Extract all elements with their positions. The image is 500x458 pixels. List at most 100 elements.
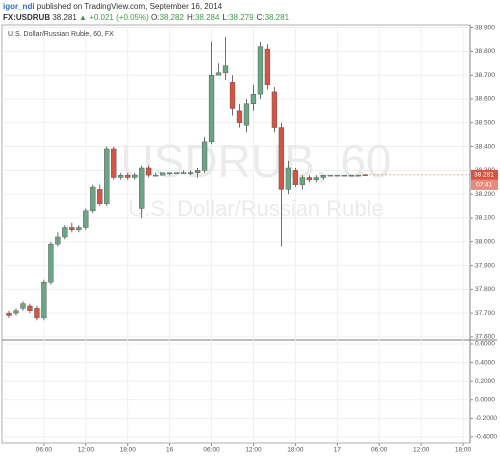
candle-body	[13, 310, 19, 314]
field-label: C:	[256, 13, 265, 22]
y-tick-label: 37.900	[475, 262, 495, 269]
candle-body	[355, 174, 361, 177]
chart-title: U.S. Dollar/Russian Ruble, 60, FX	[8, 31, 114, 38]
candle-body	[69, 227, 75, 231]
y-tick-label: 0.2000	[475, 378, 495, 385]
y-tick-label: 37.700	[475, 310, 495, 317]
x-tick-label: 06:00	[371, 447, 388, 454]
candle-body	[250, 94, 257, 104]
y-tick-label: 38.800	[475, 48, 495, 55]
candle-body	[48, 243, 54, 283]
y-tick-label: -0.2000	[475, 415, 497, 422]
y-tick-label: 37.800	[475, 286, 495, 293]
x-tick-label: 06:00	[203, 447, 220, 454]
candle-body	[55, 236, 61, 245]
candle-body	[180, 172, 187, 174]
candle-body	[348, 174, 354, 177]
countdown-box	[471, 179, 498, 190]
candle-body	[83, 210, 89, 228]
change: ▲ +0.021 (+0.05%)	[79, 13, 149, 22]
candle-body	[208, 75, 215, 143]
candle-body	[173, 172, 180, 174]
x-tick-label: 12:00	[78, 447, 95, 454]
x-tick-label: 17	[334, 447, 342, 454]
header: igor_ndi published on TradingView.com, S…	[3, 1, 497, 23]
y-tick-label: 38.000	[475, 238, 495, 245]
publish-line: igor_ndi published on TradingView.com, S…	[3, 1, 497, 12]
candle-body	[187, 172, 194, 174]
candle-body	[194, 170, 201, 173]
chart-frame	[1, 24, 471, 444]
candle-body	[104, 148, 110, 204]
x-tick-label: 12:00	[245, 447, 262, 454]
candle-body	[327, 174, 333, 177]
y-tick-label: 38.500	[475, 120, 495, 127]
candle-body	[20, 303, 26, 309]
x-tick-label: 18:00	[287, 447, 304, 454]
y-tick-label: 38.700	[475, 72, 495, 79]
candle-body	[334, 174, 340, 177]
candle-body	[215, 72, 222, 76]
y-tick-label: 0.4000	[475, 359, 495, 366]
last-price-label: 38.281	[474, 172, 494, 179]
y-tick-label: 38.100	[475, 215, 495, 222]
candle-body	[111, 148, 117, 178]
candle-body	[125, 174, 131, 178]
candle-body	[306, 177, 312, 181]
candle-body	[6, 312, 12, 316]
y-tick-label: 37.600	[475, 334, 495, 341]
candle-body	[146, 167, 152, 176]
candle-body	[341, 174, 347, 177]
field-label: L:	[222, 13, 230, 22]
field-value: 38.282	[159, 13, 184, 22]
candle-body	[285, 167, 292, 190]
x-tick-label: 16	[166, 447, 174, 454]
candle-body	[90, 186, 96, 212]
y-tick-label: 0.6000	[475, 341, 495, 348]
y-tick-label: 38.600	[475, 96, 495, 103]
field-label: H:	[186, 13, 195, 22]
author: igor_ndi	[3, 2, 35, 11]
countdown-label: 07:41	[476, 182, 493, 189]
field-value: 38.281	[264, 13, 290, 22]
candle-body	[118, 174, 124, 178]
candle-body	[257, 46, 264, 95]
last-price-box	[471, 169, 498, 180]
candle-body	[229, 82, 236, 109]
candle-body	[97, 189, 103, 204]
candle-body	[41, 281, 47, 319]
candle-body	[76, 227, 82, 231]
candle-body	[62, 227, 68, 238]
candle-body	[27, 305, 33, 311]
x-tick-label: 12:00	[413, 447, 430, 454]
y-tick-label: 38.900	[475, 24, 495, 31]
candle-body	[313, 177, 319, 181]
candle-body	[153, 174, 159, 177]
candle-body	[139, 167, 145, 209]
symbol: FX:USDRUB	[3, 13, 51, 22]
candle-body	[34, 308, 40, 319]
watermark-subtitle: U.S. Dollar/Russian Ruble	[128, 196, 384, 221]
candle-body	[166, 172, 173, 174]
candle-body	[236, 110, 243, 123]
candle-body	[264, 48, 271, 85]
watermark: USDRUB, 60	[121, 135, 392, 187]
candle-body	[299, 177, 306, 185]
candle-body	[222, 65, 229, 74]
y-tick-label: 0.0000	[475, 396, 495, 403]
y-tick-label: 38.200	[475, 191, 495, 198]
candle-body	[160, 172, 166, 176]
candle-body	[243, 103, 250, 126]
candle-body	[278, 127, 285, 190]
y-tick-label: 38.400	[475, 143, 495, 150]
x-tick-label: 18:00	[455, 447, 472, 454]
field-value: 38.279	[229, 13, 254, 22]
field-value: 38.284	[194, 13, 220, 22]
y-tick-label: -0.4000	[475, 434, 497, 441]
x-tick-label: 18:00	[120, 447, 137, 454]
candle-body	[292, 170, 299, 185]
quote-line: FX:USDRUB 38.281 ▲ +0.021 (+0.05%) O:38.…	[3, 12, 497, 23]
candle-body	[320, 174, 326, 178]
